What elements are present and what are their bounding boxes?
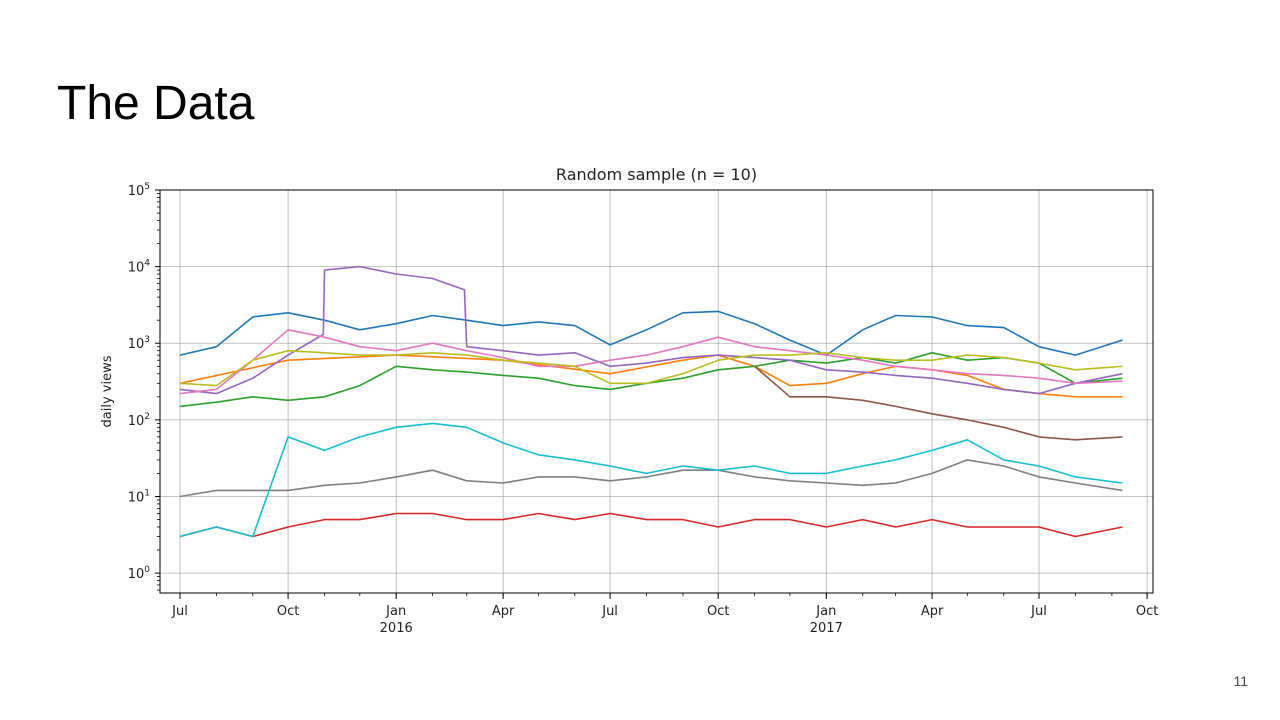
series-layer [179, 265, 1123, 538]
x-tick-label: Jan [385, 604, 406, 619]
x-tick-label: Jul [1030, 604, 1047, 619]
series-line-8 [179, 459, 1123, 498]
series-line-5 [179, 265, 1123, 395]
plot-frame [159, 189, 1154, 594]
ticks: 100 101 102 103 104 105 Jul Oct Jan 2016 Apr Jul Oct… [128, 182, 1159, 636]
x-tick-label: Oct [707, 604, 729, 619]
x-tick-year-label: 2017 [810, 621, 843, 636]
series-line-10 [179, 422, 1123, 538]
slide-number: 11 [1233, 673, 1248, 689]
x-tick-label: Jul [601, 604, 618, 619]
series-line-4 [179, 512, 1123, 538]
y-tick-label: 103 [128, 335, 150, 352]
series-line-6 [754, 365, 1123, 441]
y-tick-label: 105 [128, 182, 150, 199]
slide-title: The Data [57, 77, 255, 130]
series-line-7 [179, 328, 1123, 395]
series-line-2 [179, 354, 1123, 398]
x-tick-label: Oct [277, 604, 299, 619]
grid [160, 189, 1153, 593]
y-tick-label: 102 [128, 412, 150, 429]
series-line-1 [179, 310, 1123, 356]
x-tick-label: Jul [171, 604, 188, 619]
x-tick-label: Oct [1136, 604, 1158, 619]
x-tick-year-label: 2016 [380, 621, 413, 636]
x-tick-label: Apr [492, 604, 515, 619]
y-axis-label: daily views [100, 355, 115, 427]
y-tick-label: 101 [128, 488, 150, 505]
series-line-3 [179, 351, 1123, 408]
y-tick-label: 100 [128, 565, 151, 582]
x-tick-label: Apr [921, 604, 944, 619]
series-line-9 [179, 349, 1123, 387]
chart-title: Random sample (n = 10) [556, 165, 757, 184]
x-tick-label: Jan [815, 604, 836, 619]
y-tick-label: 104 [128, 259, 151, 276]
